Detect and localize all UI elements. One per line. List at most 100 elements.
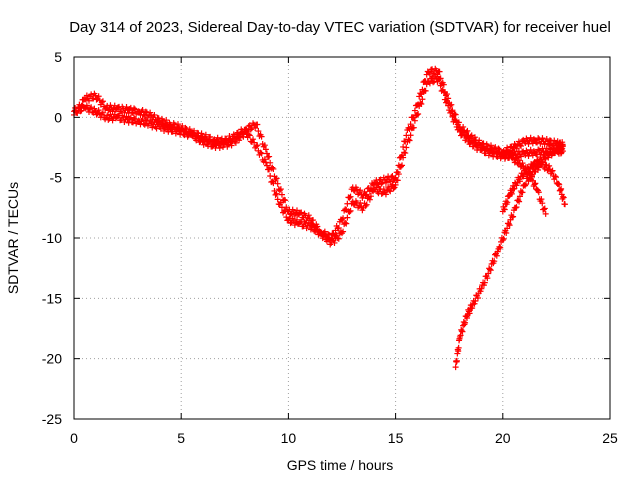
data-point — [392, 181, 399, 188]
data-point — [545, 154, 552, 161]
data-point — [317, 230, 324, 237]
data-point — [561, 201, 568, 208]
data-point — [335, 235, 342, 242]
data-point — [217, 140, 224, 147]
data-point — [406, 137, 413, 144]
data-point — [405, 136, 412, 143]
data-point — [111, 102, 118, 109]
data-point — [254, 121, 261, 128]
data-point — [516, 178, 523, 185]
data-point — [462, 319, 469, 326]
data-point — [149, 124, 156, 131]
data-point — [427, 75, 434, 82]
data-point — [466, 310, 473, 317]
data-point — [250, 136, 257, 143]
data-point — [195, 134, 202, 141]
data-point — [516, 141, 523, 148]
data-point — [506, 222, 513, 229]
data-point — [186, 128, 193, 135]
data-point — [386, 187, 393, 194]
data-point — [494, 248, 501, 255]
x-tick-label: 5 — [177, 430, 185, 446]
data-point — [95, 107, 102, 114]
data-point — [476, 137, 483, 144]
data-point — [278, 191, 285, 198]
data-point — [508, 190, 515, 197]
data-point — [382, 179, 389, 186]
data-point — [485, 270, 492, 277]
data-point — [504, 225, 511, 232]
data-point — [163, 117, 170, 124]
data-point — [89, 108, 96, 115]
data-point — [436, 68, 443, 75]
data-point — [282, 207, 289, 214]
data-point — [387, 188, 394, 195]
data-point — [147, 117, 154, 124]
data-point — [155, 115, 162, 122]
data-point — [397, 163, 404, 170]
data-point — [529, 152, 536, 159]
data-point — [105, 107, 112, 114]
data-point — [382, 191, 389, 198]
data-point — [516, 157, 523, 164]
data-point — [237, 134, 244, 141]
data-point — [282, 197, 289, 204]
data-point — [411, 107, 418, 114]
data-point — [334, 235, 341, 242]
data-point — [504, 144, 511, 151]
data-point — [519, 160, 526, 167]
data-point — [481, 279, 488, 286]
data-point — [440, 88, 447, 95]
data-point — [468, 138, 475, 145]
data-point — [400, 154, 407, 161]
data-point — [305, 212, 312, 219]
data-point — [492, 148, 499, 155]
data-point — [273, 190, 280, 197]
data-point — [92, 92, 99, 99]
data-point — [411, 117, 418, 124]
data-point — [557, 187, 564, 194]
data-point — [161, 127, 168, 134]
data-point — [556, 181, 563, 188]
data-point — [91, 105, 98, 112]
data-point — [522, 164, 529, 171]
data-point — [468, 132, 475, 139]
data-point — [471, 134, 478, 141]
data-point — [147, 109, 154, 116]
data-point — [516, 193, 523, 200]
y-tick-labels: 5 0 -5 -10 -15 -20 -25 — [42, 49, 62, 427]
data-point — [559, 143, 566, 150]
data-point — [513, 204, 520, 211]
data-point — [262, 159, 269, 166]
data-point — [452, 117, 459, 124]
data-point — [560, 194, 567, 201]
y-tick-label: 0 — [54, 109, 62, 125]
data-point — [308, 223, 315, 230]
data-point — [417, 99, 424, 106]
data-point — [151, 119, 158, 126]
data-point — [216, 144, 223, 151]
data-point — [503, 198, 510, 205]
data-point — [93, 111, 100, 118]
data-point — [342, 206, 349, 213]
data-point — [252, 125, 259, 132]
data-point — [261, 142, 268, 149]
data-point — [527, 134, 534, 141]
data-point — [261, 156, 268, 163]
data-point — [269, 164, 276, 171]
data-point — [342, 219, 349, 226]
data-point — [457, 332, 464, 339]
data-point — [262, 146, 269, 153]
data-point — [530, 148, 537, 155]
data-point — [129, 109, 136, 116]
data-point — [228, 142, 235, 149]
data-point — [200, 141, 207, 148]
data-point — [480, 145, 487, 152]
data-point — [529, 140, 536, 147]
data-point — [380, 186, 387, 193]
y-tick-label: -15 — [42, 290, 62, 306]
data-point — [129, 119, 136, 126]
data-point — [263, 162, 270, 169]
data-point — [419, 96, 426, 103]
data-point — [407, 121, 414, 128]
